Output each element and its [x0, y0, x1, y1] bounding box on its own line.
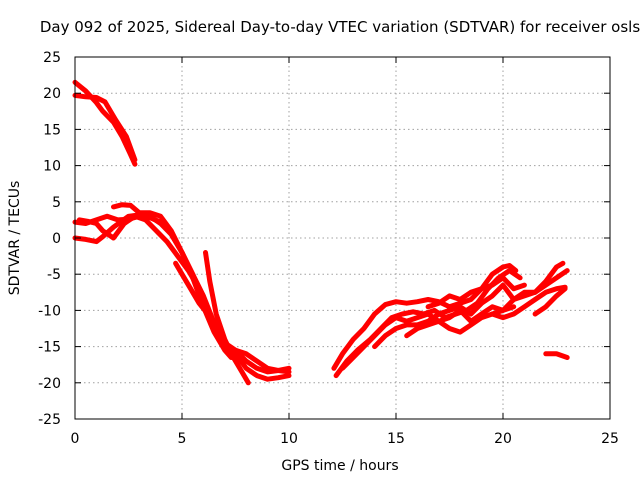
x-axis-label: GPS time / hours [281, 458, 398, 474]
y-tick-label: -25 [38, 412, 61, 428]
x-tick-label: 15 [387, 431, 405, 447]
chart-title: Day 092 of 2025, Sidereal Day-to-day VTE… [40, 18, 640, 36]
series-group [72, 79, 570, 386]
series-line-arc-7 [173, 260, 219, 328]
x-tick-label: 10 [280, 431, 298, 447]
y-tick-label: -5 [47, 267, 61, 283]
series-line-arc-3 [72, 213, 292, 375]
y-tick-label: -10 [38, 303, 61, 319]
y-tick-label: 15 [43, 122, 61, 138]
series-line-arc-2 [72, 92, 138, 163]
series-line-arc-17 [532, 286, 568, 317]
x-tick-label: 25 [601, 431, 619, 447]
y-tick-label: 25 [43, 50, 61, 66]
y-axis-label: SDTVAR / TECUs [7, 181, 23, 296]
x-tick-label: 20 [494, 431, 512, 447]
y-tick-label: 5 [52, 195, 61, 211]
series-line-arc-1 [72, 79, 138, 167]
series-line-arc-10 [331, 263, 519, 371]
series-line-arc-15 [425, 275, 527, 310]
y-tick-label: 20 [43, 86, 61, 102]
y-tick-label: -20 [38, 376, 61, 392]
series-line-arc-9 [233, 347, 292, 375]
axis-ticks: 0 5 10 15 20 25 -25 -20 -15 -10 -5 0 5 10 15 20 25 [38, 50, 619, 447]
series-line-arc-13 [372, 260, 566, 350]
y-tick-label: 10 [43, 159, 61, 175]
series-line-arc-12 [340, 268, 570, 371]
series-line-arc-18 [543, 351, 570, 360]
x-tick-label: 5 [178, 431, 187, 447]
series-line-arc-8 [203, 250, 251, 386]
x-tick-label: 0 [71, 431, 80, 447]
y-tick-label: -15 [38, 340, 61, 356]
series-line-arc-5 [76, 213, 292, 382]
series-line-arc-16 [489, 284, 568, 321]
y-tick-label: 0 [52, 231, 61, 247]
series-line-arc-4 [72, 212, 234, 360]
